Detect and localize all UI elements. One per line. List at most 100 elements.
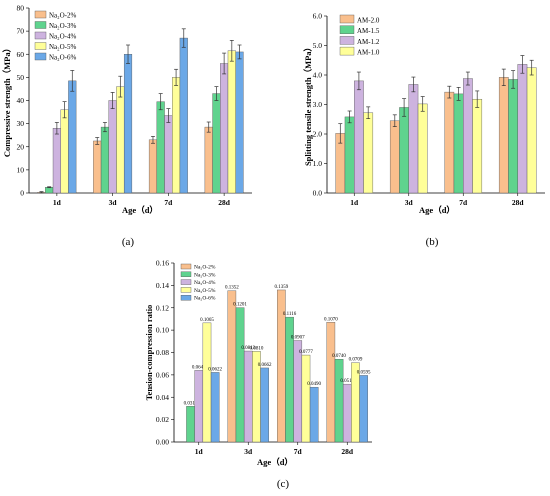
legend-swatch: [34, 10, 47, 19]
data-label: 0.0319: [184, 401, 198, 406]
y-tick-label: 0.14: [156, 281, 169, 290]
bar-b-s3-c1: [417, 103, 428, 194]
bar-c-s1-c1: [235, 307, 245, 443]
legend-label: Na₂O-2%: [194, 265, 216, 271]
legend-label: AM-2.0: [357, 17, 380, 25]
data-label: 0.1070: [324, 317, 338, 322]
legend-swatch: [34, 31, 47, 40]
y-tick-label: 10: [17, 165, 25, 174]
x-tick-label: 28d: [512, 198, 525, 207]
bar-b-s2-c2: [463, 78, 473, 194]
bar-b-s3-c0: [363, 112, 374, 194]
y-tick-label: 70: [17, 27, 25, 36]
bar-b-s0-c2: [444, 91, 455, 194]
bar-c-s1-c3: [334, 359, 344, 443]
legend-label: Na₂O-3%: [49, 22, 76, 30]
x-tick-label: 7d: [459, 198, 468, 207]
x-tick-label: 1d: [195, 447, 204, 456]
bar-a-s1-c3: [212, 93, 221, 194]
bar-b-s1-c2: [453, 93, 464, 194]
legend-swatch: [34, 52, 47, 61]
x-tick-label: 3d: [244, 447, 253, 456]
bar-a-s0-c1: [93, 140, 102, 194]
y-tick-label: 60: [17, 50, 25, 59]
bar-a-s4-c1: [123, 54, 133, 194]
bar-a-s3-c2: [172, 77, 181, 194]
x-axis-title: Age（d）: [419, 205, 455, 215]
chart-a: 0 10 20 30 40 50 60 70 80 1d 3d 7d 28d Na₂O-2% Na₂O-3%…: [2, 4, 252, 248]
bar-a-s4-c0: [68, 80, 77, 194]
bar-a-s2-c2: [164, 115, 173, 194]
bar-a-s3-c0: [60, 109, 69, 194]
legend-label: Na₂O-5%: [194, 288, 216, 294]
panel-caption: (a): [122, 236, 135, 248]
legend-label: Na₂O-5%: [49, 43, 76, 51]
legend-label: Na₂O-4%: [194, 280, 216, 286]
y-tick-label: 0.16: [156, 259, 169, 268]
y-tick-label: 3.0: [313, 100, 323, 109]
y-tick-label: 0.06: [156, 370, 169, 379]
legend-swatch: [339, 36, 355, 45]
bar-c-s1-c0: [186, 406, 195, 443]
legend-swatch: [34, 42, 47, 50]
y-tick-label: 0.12: [156, 303, 169, 312]
y-tick-label: 50: [17, 73, 25, 82]
y-tick-label: 2.0: [313, 130, 323, 139]
data-label: 0.0740: [332, 354, 346, 359]
y-tick-label: 1.0: [313, 159, 323, 168]
panel-caption: (b): [426, 236, 439, 248]
bar-c-s2-c2: [293, 340, 303, 443]
y-tick-label: 0.10: [156, 326, 169, 335]
data-label: 0.1065: [200, 318, 214, 323]
bar-a-s4-c3: [235, 51, 244, 194]
legend-swatch: [34, 21, 47, 29]
x-axis-title: Age（d）: [122, 205, 158, 215]
legend-label: AM-1.0: [357, 49, 380, 57]
bar-b-s3-c2: [472, 98, 483, 194]
data-label: 0.0490: [307, 382, 321, 387]
bar-b-s0-c3: [498, 77, 509, 194]
data-label: 0.0813: [241, 346, 255, 351]
bar-b-s2-c1: [408, 84, 419, 194]
legend-swatch: [180, 263, 192, 270]
bar-a-s2-c0: [52, 128, 61, 194]
bar-c-s4-c0: [210, 372, 220, 443]
data-label: 0.1352: [225, 286, 239, 291]
legend-swatch: [180, 287, 192, 293]
bar-b-s2-c0: [354, 80, 364, 194]
data-label: 0.1201: [233, 303, 247, 308]
x-tick-label: 3d: [109, 198, 118, 207]
legend-swatch: [339, 25, 355, 34]
bar-c-s0-c3: [326, 322, 336, 443]
x-tick-label: 7d: [164, 198, 173, 207]
y-tick-label: 4.0: [313, 71, 323, 80]
legend-swatch: [180, 279, 192, 285]
legend-label: Na₂O-4%: [49, 33, 76, 41]
bar-c-s2-c0: [194, 370, 204, 443]
bar-c-s4-c3: [359, 375, 368, 443]
bar-a-s1-c2: [156, 101, 165, 194]
y-tick-label: 0.0: [313, 189, 323, 198]
data-label: 0.0662: [258, 363, 272, 368]
x-tick-label: 1d: [350, 198, 359, 207]
bar-a-s2-c3: [220, 63, 229, 194]
y-tick-label: 0.00: [156, 438, 169, 447]
legend-label: Na₂O-2%: [49, 12, 76, 20]
y-tick-label: 0.04: [156, 393, 169, 402]
y-tick-label: 5.0: [313, 41, 323, 50]
x-tick-label: 7d: [294, 447, 303, 456]
panel-caption: (c): [277, 478, 290, 490]
chart-b: 0.0 1.0 2.0 3.0 4.0 5.0 6.0 1d 3d 7d 28d AM-2.0 AM-1…: [303, 12, 545, 248]
legend-swatch: [180, 295, 192, 301]
bar-b-s0-c1: [389, 120, 400, 194]
y-tick-label: 6.0: [313, 12, 323, 21]
data-label: 0.0517: [340, 379, 354, 384]
legend-label: Na₂O-6%: [194, 296, 216, 302]
bar-a-s4-c2: [179, 37, 188, 194]
x-tick-label: 28d: [218, 198, 231, 207]
legend-label: AM-1.5: [357, 27, 380, 35]
y-axis-title: Compressive strength（MPa）: [2, 44, 12, 157]
bar-c-s0-c1: [227, 290, 237, 443]
y-axis-title: Splitting tensile strength（MPa）: [303, 43, 313, 166]
legend-swatch: [180, 271, 192, 277]
